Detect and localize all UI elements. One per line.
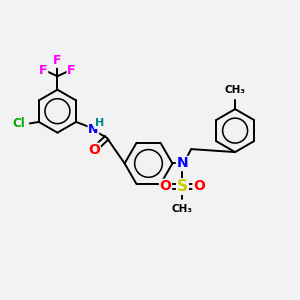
Text: CH₃: CH₃ [225, 85, 246, 95]
Text: N: N [176, 156, 188, 170]
Text: F: F [67, 64, 76, 77]
Text: Cl: Cl [13, 117, 26, 130]
Text: H: H [95, 118, 105, 128]
Text: F: F [53, 54, 62, 67]
Text: CH₃: CH₃ [172, 204, 193, 214]
Text: N: N [88, 123, 99, 136]
Text: O: O [193, 179, 205, 194]
Text: O: O [160, 179, 172, 194]
Text: S: S [177, 179, 188, 194]
Text: O: O [88, 143, 100, 157]
Text: F: F [39, 64, 48, 77]
